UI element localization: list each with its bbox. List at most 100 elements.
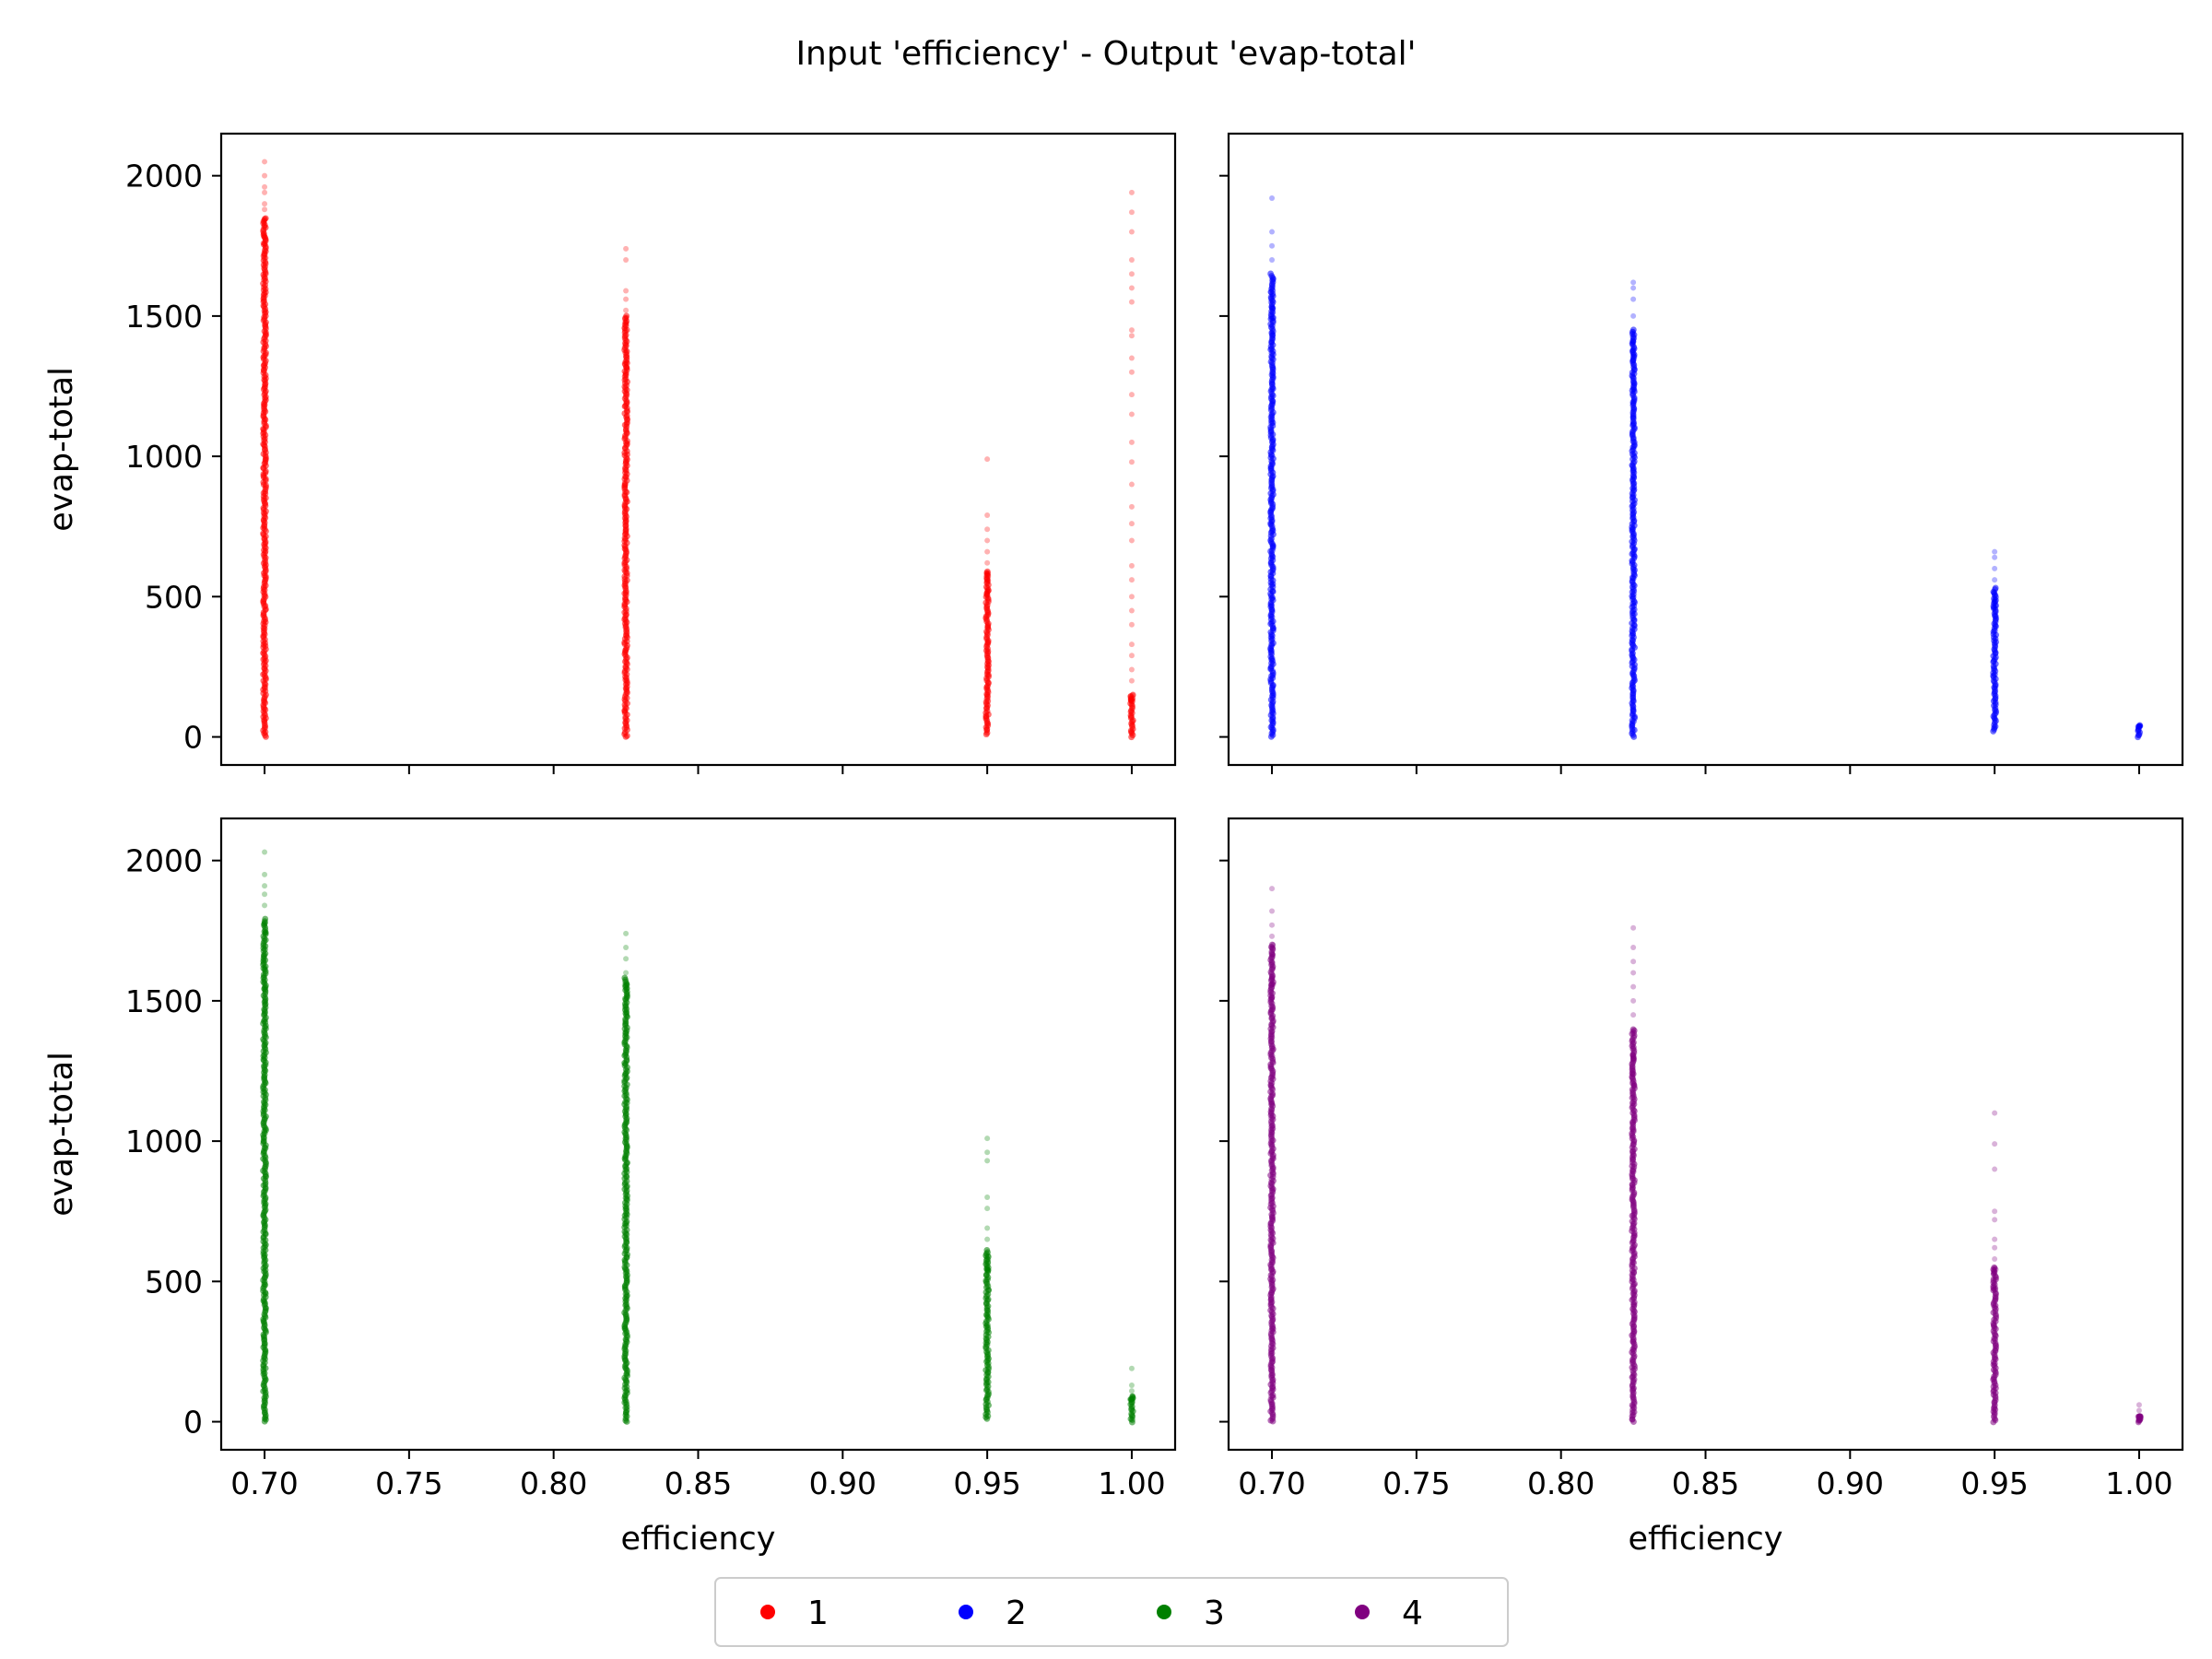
legend-marker (1157, 1605, 1171, 1619)
outlier-point (1630, 285, 1637, 291)
data-point (1269, 952, 1276, 959)
data-point (1267, 270, 1275, 277)
data-point (1129, 691, 1136, 699)
data-point (621, 325, 628, 332)
data-point (2135, 724, 2141, 730)
legend-label: 2 (1006, 1594, 1027, 1632)
outlier-point (1128, 503, 1135, 510)
data-point (623, 359, 629, 366)
outlier-point (1992, 1208, 1998, 1215)
data-point (2136, 1413, 2143, 1419)
outlier-point (1992, 1255, 1998, 1262)
outlier-point (1269, 257, 1276, 263)
data-point (2137, 723, 2144, 729)
outlier-point (1128, 621, 1135, 628)
data-point (1129, 1393, 1136, 1400)
data-point (1991, 605, 1997, 611)
point-column (1629, 924, 1638, 1426)
data-point (1993, 602, 1999, 608)
outlier-point (623, 296, 629, 302)
subplot-bottom-left: 0.70 0.75 0.80 0.85 0.90 0.95 1.00 0 500 1000 1500… (43, 817, 1177, 1558)
data-point (1268, 292, 1275, 299)
data-point (984, 1266, 991, 1273)
data-point (1630, 1055, 1637, 1062)
data-point (1128, 1395, 1135, 1402)
data-point (1630, 1072, 1636, 1078)
outlier-point (623, 307, 629, 313)
data-point (1129, 1397, 1135, 1404)
data-point (1127, 698, 1134, 704)
data-point (1630, 1028, 1636, 1034)
data-point (1992, 1279, 1998, 1286)
subplot-top-right (1219, 132, 2184, 774)
outlier-point (984, 1149, 991, 1156)
outlier-point (1128, 285, 1135, 291)
data-point (261, 231, 267, 238)
data-point (263, 929, 269, 935)
outlier-point (262, 891, 268, 898)
data-point (2136, 723, 2143, 729)
data-point (2136, 1413, 2142, 1419)
data-point (262, 964, 268, 971)
data-point (1993, 1266, 1999, 1273)
data-point (1268, 329, 1275, 335)
data-point (1128, 697, 1135, 703)
data-point (263, 237, 269, 243)
outlier-point (1128, 1365, 1135, 1371)
data-point (983, 1253, 990, 1260)
outlier-point (1128, 607, 1135, 614)
data-point (261, 219, 267, 226)
point-column (1127, 1365, 1136, 1426)
data-point (1991, 600, 1997, 606)
data-point (623, 364, 629, 371)
data-point (985, 588, 992, 594)
data-point (624, 365, 630, 371)
data-point (985, 578, 992, 584)
outlier-point (984, 1206, 991, 1212)
point-column (1990, 548, 2000, 735)
data-point (261, 922, 267, 928)
data-point (1992, 1265, 1998, 1272)
legend-marker (760, 1605, 775, 1619)
data-point (1267, 1007, 1274, 1014)
axes-frame (1227, 817, 2184, 1452)
data-point (984, 571, 991, 577)
outlier-point (1992, 1217, 1998, 1223)
outlier-point (1128, 666, 1135, 673)
data-point (1630, 328, 1637, 335)
data-point (984, 578, 991, 584)
outlier-point (984, 559, 991, 566)
legend-box (714, 1577, 1509, 1647)
outlier-point (1128, 1382, 1135, 1388)
data-point (984, 592, 991, 598)
outlier-point (1992, 1166, 1998, 1172)
data-point (260, 953, 266, 959)
data-point (2136, 1413, 2143, 1419)
data-point (1992, 595, 1998, 602)
outlier-point (1630, 983, 1637, 990)
point-column (982, 1135, 993, 1422)
data-point (623, 321, 629, 327)
data-point (2136, 723, 2143, 729)
legend: 1 2 3 4 (714, 1577, 1509, 1647)
data-point (2136, 722, 2144, 729)
data-point (263, 984, 269, 991)
outlier-point (1128, 327, 1135, 334)
outlier-point (1128, 481, 1135, 488)
data-point (1993, 605, 1999, 611)
data-point (263, 292, 269, 299)
point-column (2135, 1402, 2144, 1426)
x-tick-label: 0.85 (1672, 1465, 1739, 1501)
outlier-point (984, 1135, 991, 1142)
outlier-point (984, 1158, 991, 1164)
y-tick-label: 1500 (125, 299, 203, 335)
data-point (983, 1246, 991, 1253)
data-point (1270, 982, 1277, 988)
data-point (1993, 592, 1999, 598)
data-point (262, 241, 268, 248)
axes-frame (1227, 132, 2184, 767)
legend-label: 4 (1402, 1594, 1423, 1632)
data-point (1268, 339, 1275, 346)
outlier-point (1128, 562, 1135, 569)
